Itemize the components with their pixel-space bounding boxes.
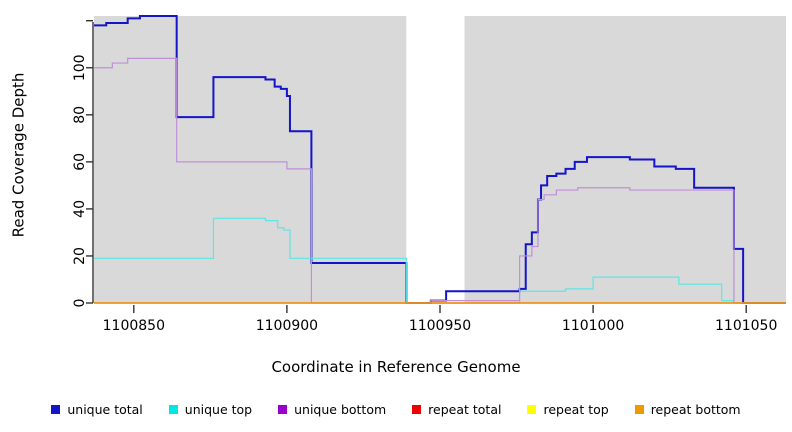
- x-tick-label-4: 1101050: [715, 318, 777, 334]
- legend-item-repeat-bottom[interactable]: repeat bottom: [634, 401, 741, 417]
- legend-item-repeat-top[interactable]: repeat top: [527, 401, 609, 417]
- legend-swatch-icon: [51, 404, 61, 414]
- x-axis-title-text: Coordinate in Reference Genome: [271, 358, 521, 376]
- shaded-regions: [94, 16, 786, 303]
- legend-swatch-icon: [412, 404, 422, 414]
- y-tick-label-4: 80: [72, 106, 88, 124]
- legend-swatch-icon: [634, 404, 644, 414]
- y-axis-title-text: Read Coverage Depth: [9, 72, 27, 238]
- axes: 0 20 40 60 80 100 1100850 1100900 1100950 1101000…: [72, 20, 777, 334]
- y-tick-label-0: 0: [72, 299, 88, 308]
- y-tick-label-5: 100: [72, 54, 88, 81]
- series-line-unique-bottom: [94, 57, 786, 304]
- y-axis-title: Read Coverage Depth: [4, 0, 32, 310]
- legend-item-unique-bottom[interactable]: unique bottom: [278, 402, 386, 417]
- legend-label: repeat top: [543, 401, 609, 417]
- x-tick-label-1: 1100900: [256, 318, 318, 334]
- legend-label: repeat total: [428, 401, 502, 417]
- y-tick-label-3: 60: [72, 153, 88, 171]
- series-line-unique-total: [94, 15, 786, 304]
- legend-label: repeat bottom: [650, 401, 741, 417]
- x-tick-label-0: 1100850: [103, 318, 165, 334]
- x-axis-title: Coordinate in Reference Genome: [0, 358, 792, 376]
- shaded-region-1: [464, 16, 786, 303]
- plot-canvas: 0 20 40 60 80 100 1100850 1100900 1100950 1101000…: [72, 15, 786, 334]
- legend-label: unique top: [184, 401, 253, 417]
- shaded-region-0: [94, 16, 407, 303]
- x-tick-label-2: 1100950: [409, 318, 471, 334]
- legend-item-unique-total[interactable]: unique total: [51, 401, 143, 417]
- legend-swatch-icon: [168, 404, 178, 414]
- x-tick-label-3: 1101000: [562, 318, 624, 334]
- legend-label: unique total: [67, 401, 143, 417]
- chart-legend: unique total unique top unique bottom repea…: [0, 396, 792, 422]
- y-tick-label-1: 20: [72, 247, 88, 265]
- legend-label: unique bottom: [294, 401, 387, 417]
- legend-item-repeat-total[interactable]: repeat total: [412, 402, 501, 417]
- legend-swatch-icon: [278, 404, 288, 414]
- legend-swatch-icon: [527, 404, 537, 414]
- y-tick-label-2: 40: [72, 200, 88, 218]
- legend-item-unique-top[interactable]: unique top: [168, 401, 253, 417]
- series-lines: [94, 15, 786, 304]
